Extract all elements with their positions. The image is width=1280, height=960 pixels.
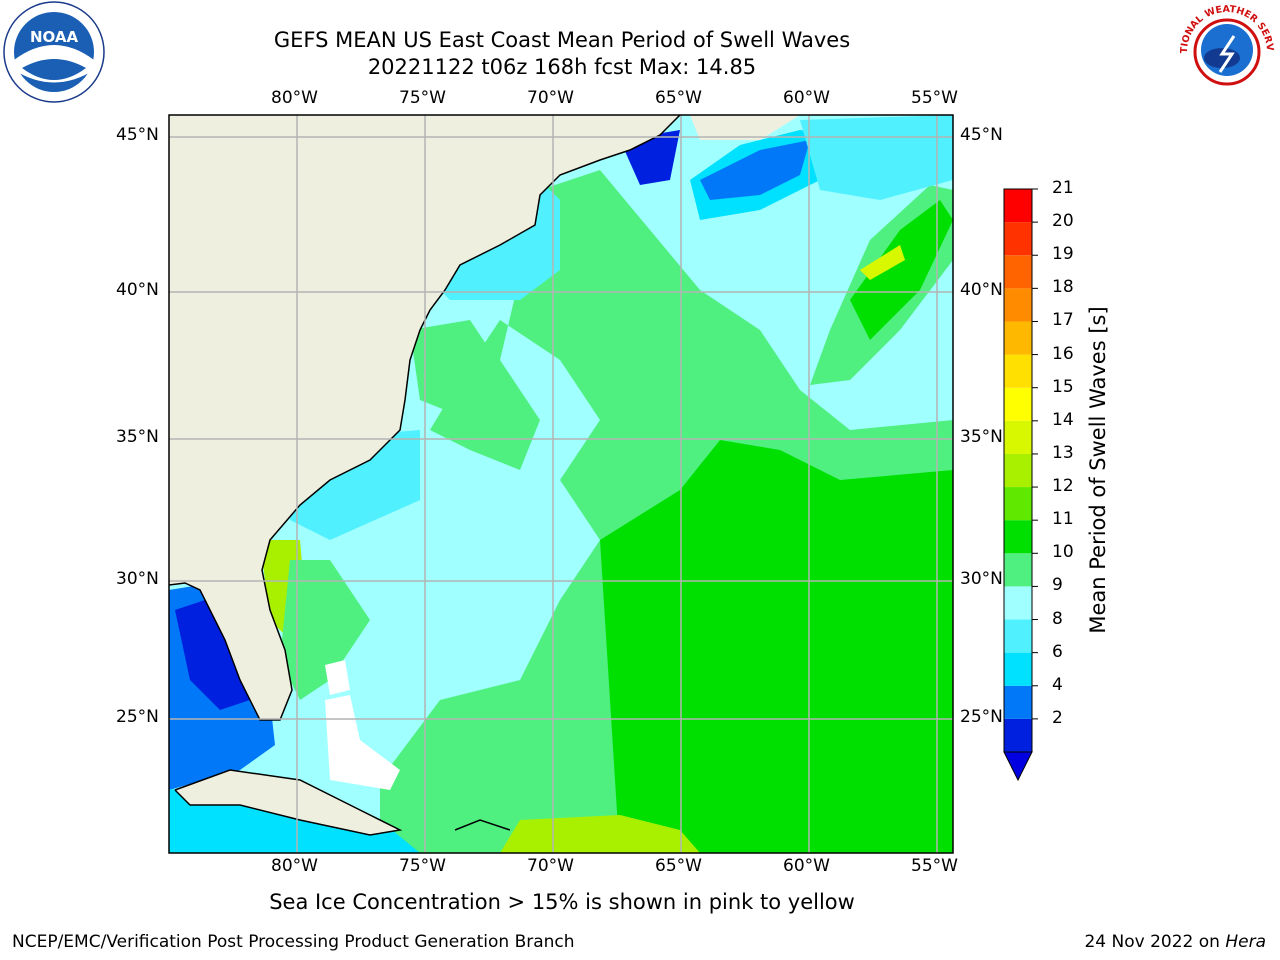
- colorbar-tick-label: 9: [1052, 575, 1063, 596]
- lon-tick-bottom: 75°W: [399, 856, 446, 876]
- colorbar-tick-label: 8: [1052, 608, 1063, 629]
- colorbar-tick-label: 12: [1052, 476, 1074, 497]
- lat-tick-left: 40°N: [116, 280, 159, 300]
- colorbar-frame: [1003, 188, 1033, 753]
- colorbar-tick-label: 10: [1052, 542, 1074, 563]
- lat-tick-left: 30°N: [116, 569, 159, 589]
- lat-tick-left: 25°N: [116, 707, 159, 727]
- swell-region-10s: [600, 440, 953, 853]
- colorbar-segment: [1004, 255, 1032, 289]
- coastline-hispaniola: [454, 819, 511, 831]
- land-cuba: [175, 770, 400, 835]
- colorbar-segment: [1004, 453, 1032, 488]
- chart-title: GEFS MEAN US East Coast Mean Period of S…: [273, 28, 851, 52]
- lon-tick-bottom: 80°W: [271, 856, 318, 876]
- colorbar-segment: [1004, 652, 1032, 686]
- lat-tick-right: 35°N: [960, 427, 1003, 447]
- lat-tick-right: 40°N: [960, 280, 1003, 300]
- colorbar-tick-label: 11: [1052, 509, 1074, 530]
- lat-tick-left: 45°N: [116, 125, 159, 145]
- chart-subtitle: 20221122 t06z 168h fcst Max: 14.85: [367, 55, 757, 79]
- lon-tick-bottom: 65°W: [655, 856, 702, 876]
- colorbar-segment: [1004, 420, 1032, 454]
- lon-tick-top: 80°W: [271, 88, 318, 108]
- colorbar-tick-label: 16: [1052, 343, 1074, 364]
- colorbar-tick-label: 15: [1052, 376, 1074, 397]
- colorbar-segment: [1004, 288, 1032, 322]
- date-stamp: 24 Nov 2022 on Hera: [1084, 932, 1266, 952]
- lon-tick-bottom: 60°W: [783, 856, 830, 876]
- colorbar-tick-label: 19: [1052, 244, 1074, 265]
- colorbar-segment: [1004, 619, 1032, 653]
- swell-region-ne-10s: [850, 200, 953, 340]
- colorbar-extend-arrow: [1003, 751, 1033, 782]
- coastline-cuba: [174, 769, 403, 836]
- colorbar-segment: [1004, 487, 1032, 521]
- lat-tick-left: 35°N: [116, 427, 159, 447]
- date-text: 24 Nov 2022 on: [1084, 932, 1226, 952]
- land-nova-scotia: [690, 115, 800, 140]
- lon-tick-bottom: 70°W: [527, 856, 574, 876]
- lon-tick-top: 65°W: [655, 88, 702, 108]
- colorbar-tick-label: 6: [1052, 641, 1063, 662]
- colorbar-segment: [1004, 222, 1032, 256]
- machine-name: Hera: [1225, 932, 1266, 952]
- colorbar-segment: [1004, 189, 1032, 223]
- lat-tick-right: 45°N: [960, 125, 1003, 145]
- colorbar-segment: [1004, 520, 1032, 554]
- swell-region-south-12s: [500, 815, 700, 853]
- colorbar-tick-label: 20: [1052, 211, 1074, 232]
- colorbar-segment: [1004, 685, 1032, 719]
- noaa-logo: NOAA: [3, 1, 105, 103]
- colorbar-segment: [1004, 586, 1032, 620]
- colorbar-tick-label: 14: [1052, 409, 1074, 430]
- lon-tick-top: 75°W: [399, 88, 446, 108]
- map-frame: [168, 114, 954, 854]
- colorbar-segment: [1004, 718, 1032, 752]
- colorbar-segment: [1004, 354, 1032, 388]
- colorbar-tick-label: 4: [1052, 674, 1063, 695]
- colorbar-segment: [1004, 321, 1032, 355]
- map-field: [169, 115, 953, 853]
- colorbar-tick-label: 2: [1052, 707, 1063, 728]
- colorbar-tick-label: 18: [1052, 277, 1074, 298]
- swell-region-gulf-maine-4s: [700, 140, 810, 200]
- nws-logo: NATIONAL WEATHER SERVICE: [1174, 0, 1277, 102]
- colorbar-segment: [1004, 387, 1032, 421]
- swell-region-gulf-2s: [175, 600, 250, 710]
- swell-region-ne-12s: [860, 245, 905, 280]
- coastline-us: [169, 115, 681, 721]
- colorbar-tick-label: 13: [1052, 442, 1074, 463]
- colorbar-tick-label: 21: [1052, 178, 1074, 198]
- colorbar-segment: [1004, 553, 1032, 587]
- lon-tick-top: 70°W: [527, 88, 574, 108]
- ice-note: Sea Ice Concentration > 15% is shown in …: [269, 890, 855, 914]
- svg-text:NOAA: NOAA: [30, 28, 79, 46]
- lat-tick-right: 30°N: [960, 569, 1003, 589]
- lon-tick-bottom: 55°W: [911, 856, 958, 876]
- lat-tick-right: 25°N: [960, 707, 1003, 727]
- colorbar-tick-label: 17: [1052, 310, 1074, 331]
- colorbar-label: Mean Period of Swell Waves [s]: [1086, 306, 1110, 634]
- lon-tick-top: 60°W: [783, 88, 830, 108]
- credit-line: NCEP/EMC/Verification Post Processing Pr…: [12, 932, 575, 952]
- bahamas-north: [325, 660, 350, 695]
- swell-region-fl: [280, 560, 370, 700]
- lon-tick-top: 55°W: [911, 88, 958, 108]
- swell-region-9s-north: [410, 320, 510, 420]
